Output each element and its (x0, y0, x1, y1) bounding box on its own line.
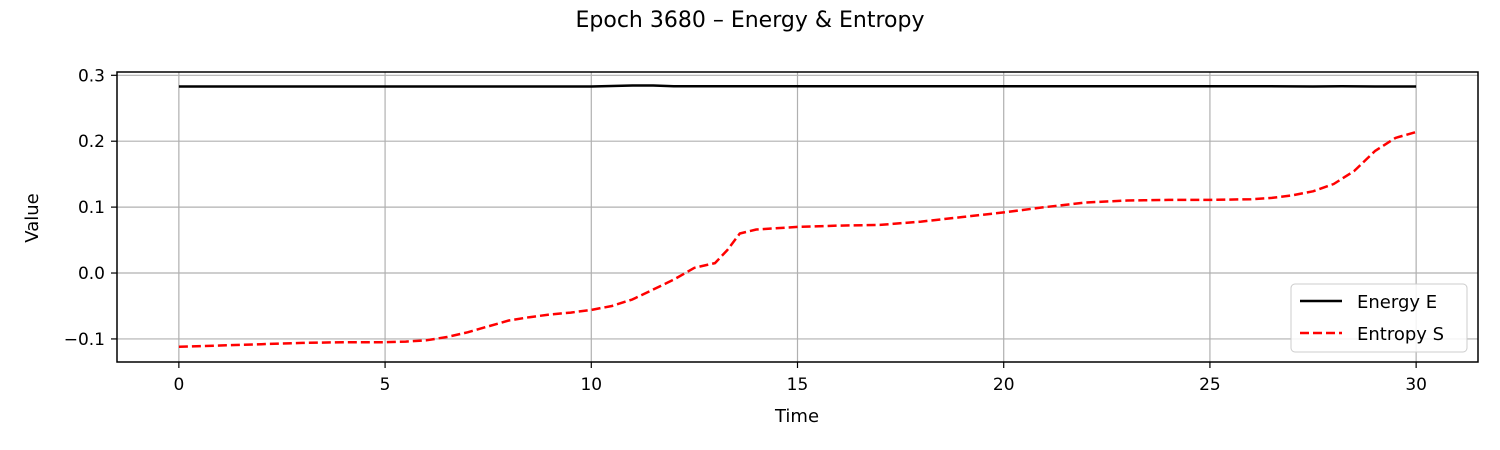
x-tick-label: 10 (580, 375, 602, 395)
plot-lines (178, 84, 1417, 349)
series-line-entropy-s (178, 130, 1417, 349)
legend-label-energy: Energy E (1357, 292, 1437, 313)
y-tick-label: 0.2 (78, 132, 105, 152)
x-tick-label: 15 (787, 375, 809, 395)
x-tick-label: 5 (380, 375, 391, 395)
x-axis-label: Time (774, 406, 819, 427)
axis-ticks: 0 5 10 15 20 25 30 −0.1 0.0 0.1 0.2 0.3 (64, 66, 1427, 395)
chart-title: Epoch 3680 – Energy & Entropy (576, 8, 925, 33)
x-tick-label: 0 (173, 375, 184, 395)
y-axis-label: Value (22, 193, 43, 242)
x-tick-label: 25 (1199, 375, 1221, 395)
legend: Energy E Entropy S (1290, 283, 1468, 353)
y-tick-label: −0.1 (64, 330, 105, 350)
y-tick-label: 0.3 (78, 66, 105, 86)
grid-lines (117, 72, 1478, 362)
y-tick-label: 0.0 (78, 264, 105, 284)
legend-label-entropy: Entropy S (1357, 324, 1444, 345)
y-tick-label: 0.1 (78, 198, 105, 218)
series-line-energy-e (178, 84, 1417, 88)
x-tick-label: 20 (993, 375, 1015, 395)
x-tick-label: 30 (1405, 375, 1427, 395)
